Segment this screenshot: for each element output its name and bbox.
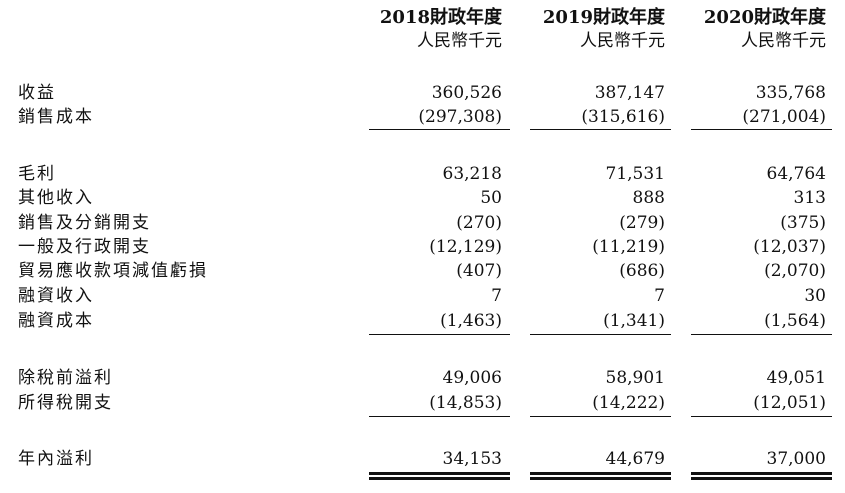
- cell-finance-income-2019: 7: [654, 286, 665, 306]
- row-label-gross-profit: 毛利: [18, 164, 56, 184]
- column-unit-2020: 人民幣千元: [741, 31, 826, 51]
- total-double-rule: [691, 472, 832, 475]
- cell-revenue-2020: 335,768: [755, 83, 826, 103]
- cell-finance-costs-2020: (1,564): [764, 311, 826, 331]
- column-year-2018: 2018財政年度: [379, 7, 502, 28]
- cell-gross-profit-2020: 64,764: [766, 164, 826, 184]
- column-year-2019: 2019財政年度: [542, 7, 665, 28]
- subtotal-rule: [530, 416, 671, 417]
- cell-gross-profit-2018: 63,218: [442, 164, 502, 184]
- row-label-impairment-loss: 貿易應收款項減值虧損: [18, 261, 208, 281]
- cell-income-tax-2019: (14,222): [592, 393, 665, 413]
- row-label-income-tax: 所得稅開支: [18, 393, 113, 413]
- total-double-rule: [530, 477, 671, 480]
- cell-admin-expenses-2018: (12,129): [429, 237, 502, 257]
- cell-selling-expenses-2018: (270): [456, 213, 502, 233]
- cell-income-tax-2020: (12,051): [753, 393, 826, 413]
- cell-other-income-2018: 50: [480, 188, 502, 208]
- total-double-rule: [369, 472, 510, 475]
- row-label-admin-expenses: 一般及行政開支: [18, 237, 151, 257]
- row-label-selling-expenses: 銷售及分銷開支: [18, 213, 151, 233]
- cell-profit-for-year-2018: 34,153: [442, 449, 502, 469]
- cell-impairment-loss-2018: (407): [456, 261, 502, 281]
- cell-finance-costs-2018: (1,463): [440, 311, 502, 331]
- cell-cost-of-sales-2020: (271,004): [742, 107, 826, 127]
- subtotal-rule: [530, 334, 671, 335]
- column-year-2020: 2020財政年度: [703, 7, 826, 28]
- column-header-2018: 2018財政年度 人民幣千元: [380, 6, 502, 52]
- row-label-revenue: 收益: [18, 83, 56, 103]
- column-unit-2018: 人民幣千元: [417, 31, 502, 51]
- cell-other-income-2019: 888: [632, 188, 665, 208]
- subtotal-rule: [369, 334, 510, 335]
- cell-selling-expenses-2020: (375): [780, 213, 826, 233]
- cell-cost-of-sales-2019: (315,616): [581, 107, 665, 127]
- cell-profit-before-tax-2020: 49,051: [766, 368, 826, 388]
- total-double-rule: [691, 477, 832, 480]
- row-label-cost-of-sales: 銷售成本: [18, 107, 94, 127]
- cell-finance-income-2018: 7: [491, 286, 502, 306]
- cell-other-income-2020: 313: [793, 188, 826, 208]
- cell-cost-of-sales-2018: (297,308): [418, 107, 502, 127]
- cell-revenue-2019: 387,147: [594, 83, 665, 103]
- cell-impairment-loss-2020: (2,070): [764, 261, 826, 281]
- subtotal-rule: [691, 129, 832, 130]
- cell-finance-income-2020: 30: [804, 286, 826, 306]
- cell-revenue-2018: 360,526: [431, 83, 502, 103]
- subtotal-rule: [369, 416, 510, 417]
- row-label-profit-before-tax: 除稅前溢利: [18, 368, 113, 388]
- column-header-2019: 2019財政年度 人民幣千元: [543, 6, 665, 52]
- subtotal-rule: [369, 129, 510, 130]
- column-header-2020: 2020財政年度 人民幣千元: [704, 6, 826, 52]
- cell-profit-for-year-2019: 44,679: [605, 449, 665, 469]
- cell-profit-before-tax-2018: 49,006: [442, 368, 502, 388]
- cell-income-tax-2018: (14,853): [429, 393, 502, 413]
- row-label-finance-costs: 融資成本: [18, 311, 94, 331]
- cell-profit-before-tax-2019: 58,901: [605, 368, 665, 388]
- subtotal-rule: [691, 416, 832, 417]
- subtotal-rule: [530, 129, 671, 130]
- cell-finance-costs-2019: (1,341): [603, 311, 665, 331]
- total-double-rule: [369, 477, 510, 480]
- cell-impairment-loss-2019: (686): [619, 261, 665, 281]
- cell-gross-profit-2019: 71,531: [605, 164, 665, 184]
- cell-admin-expenses-2019: (11,219): [592, 237, 665, 257]
- row-label-other-income: 其他收入: [18, 188, 94, 208]
- cell-selling-expenses-2019: (279): [619, 213, 665, 233]
- row-label-profit-for-year: 年內溢利: [18, 449, 94, 469]
- cell-admin-expenses-2020: (12,037): [753, 237, 826, 257]
- row-label-finance-income: 融資收入: [18, 286, 94, 306]
- total-double-rule: [530, 472, 671, 475]
- cell-profit-for-year-2020: 37,000: [766, 449, 826, 469]
- subtotal-rule: [691, 334, 832, 335]
- column-unit-2019: 人民幣千元: [580, 31, 665, 51]
